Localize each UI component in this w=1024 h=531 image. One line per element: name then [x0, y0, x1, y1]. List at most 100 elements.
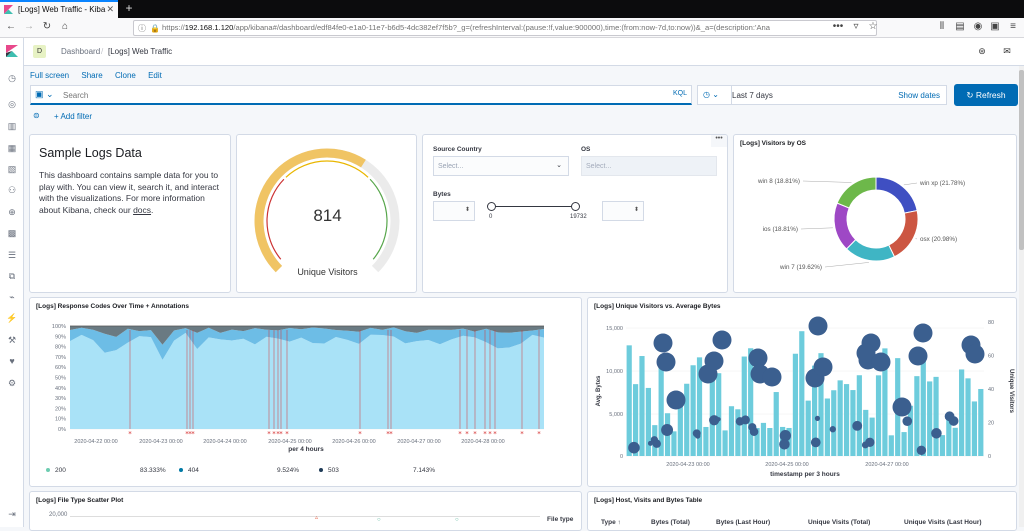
calendar-icon[interactable]: ◷ ⌄ — [703, 90, 719, 99]
space-avatar[interactable]: D — [33, 45, 46, 58]
y-tick-label: 30% — [55, 396, 66, 402]
uptime-icon[interactable]: ⌁ — [9, 292, 15, 302]
y-tick-label: 90% — [55, 334, 66, 340]
saved-query-icon[interactable]: ▣ ⌄ — [35, 89, 54, 99]
bar — [690, 365, 696, 456]
add-filter-link[interactable]: + Add filter — [54, 112, 93, 121]
bar — [914, 376, 920, 456]
share-link[interactable]: Share — [81, 71, 103, 80]
source-country-select[interactable]: Select... ⌄ — [433, 156, 569, 176]
edit-link[interactable]: Edit — [148, 71, 162, 80]
column-header-bytes-last-hour[interactable]: Bytes (Last Hour) — [716, 519, 771, 526]
collapse-nav-icon[interactable]: ⇥ — [8, 509, 16, 519]
close-tab-icon[interactable]: ✕ — [106, 4, 114, 14]
sidebar-icon[interactable]: ▤ — [955, 21, 965, 32]
forward-icon[interactable]: → — [24, 21, 34, 32]
gauge-value: 814 — [313, 206, 342, 225]
legend-label: 200 — [55, 467, 66, 474]
column-header-visits-last-hour[interactable]: Unique Visits (Last Hour) — [904, 519, 982, 526]
monitoring-icon[interactable]: ♥ — [9, 356, 15, 366]
gauge-panel: 814 Unique Visitors — [236, 134, 417, 293]
maps-icon[interactable]: ⊕ — [8, 207, 16, 217]
info-icon[interactable]: ⓘ — [138, 24, 146, 33]
source-country-label: Source Country — [433, 146, 482, 153]
new-tab-icon[interactable]: + — [125, 1, 133, 15]
management-icon[interactable]: ⚙ — [7, 378, 17, 388]
os-placeholder: Select... — [586, 163, 612, 170]
page-scrollbar[interactable] — [1019, 66, 1024, 527]
recently-viewed-icon[interactable]: ◷ — [8, 73, 16, 83]
pocket-icon[interactable]: ▿ — [853, 21, 859, 32]
siem-icon[interactable]: ⚡ — [6, 313, 18, 323]
x-axis-label: timestamp per 3 hours — [770, 471, 840, 478]
refresh-button[interactable]: ↻ Refresh — [954, 84, 1018, 106]
bookmark-star-icon[interactable]: ☆ — [868, 21, 878, 32]
y-tick-label: 50% — [55, 376, 66, 382]
dashboard-icon[interactable]: ▦ — [7, 143, 17, 153]
discover-icon[interactable]: ◎ — [8, 99, 16, 109]
input-controls-panel: ••• Source Country Select... ⌄ OS Select.… — [422, 134, 728, 293]
browser-tab-bar: [Logs] Web Traffic - Kiba ✕ + — [0, 0, 1024, 18]
back-icon[interactable]: ← — [6, 21, 16, 32]
scatter-point — [852, 420, 863, 431]
help-icon[interactable]: ⊛ — [978, 46, 986, 56]
infrastructure-icon[interactable]: ▩ — [7, 228, 17, 238]
column-header-bytes-total[interactable]: Bytes (Total) — [651, 519, 690, 526]
unique-vs-bytes-chart: 15,000 10,000 5,000 0 80 60 40 20 0 Avg. Bytes Uni… — [596, 316, 1014, 478]
page-scrollbar-thumb[interactable] — [1019, 70, 1024, 250]
account-icon[interactable]: ◉ — [973, 21, 983, 32]
dashboard-top-menu: Full screen Share Clone Edit — [30, 71, 172, 80]
show-dates-link[interactable]: Show dates — [898, 91, 940, 100]
y-left-tick-label: 15,000 — [606, 326, 623, 332]
logs-icon[interactable]: ☰ — [7, 250, 17, 260]
pie-slice-osx — [888, 209, 919, 258]
filter-options-icon[interactable]: ⊜ — [33, 111, 40, 120]
url-bar[interactable]: ⓘ 🔒 https://192.168.1.120/app/kibana#/da… — [133, 20, 877, 36]
full-screen-link[interactable]: Full screen — [30, 71, 70, 80]
date-range-label[interactable]: Last 7 days — [732, 91, 773, 100]
stepper-icon[interactable]: ⬍ — [464, 207, 470, 213]
ml-icon[interactable]: ⚇ — [7, 185, 17, 195]
annotation-marker: * — [537, 430, 541, 438]
bar — [971, 401, 978, 456]
y-right-tick-label: 0 — [988, 454, 991, 460]
mail-icon[interactable]: ✉ — [1003, 46, 1011, 56]
kql-toggle[interactable]: KQL — [672, 90, 687, 97]
search-input[interactable] — [63, 88, 663, 102]
annotation-marker: * — [191, 430, 195, 438]
browser-tab[interactable]: [Logs] Web Traffic - Kiba ✕ — [0, 0, 118, 18]
bytes-range-max-handle[interactable] — [571, 202, 580, 211]
page-actions-icon[interactable]: ••• — [832, 21, 844, 32]
breadcrumb-dashboard[interactable]: Dashboard — [61, 47, 101, 56]
stepper-icon[interactable]: ⬍ — [633, 207, 639, 213]
legend-title: File type — [547, 516, 574, 523]
bytes-max-input[interactable]: ⬍ — [602, 201, 644, 221]
os-select[interactable]: Select... — [581, 156, 717, 176]
x-tick-label: 2020-04-28 00:00 — [461, 439, 504, 445]
scatter-point — [908, 346, 928, 366]
insecure-lock-icon[interactable]: 🔒 — [150, 24, 160, 33]
bytes-range-track — [491, 206, 575, 207]
dev-tools-icon[interactable]: ⚒ — [7, 335, 17, 345]
panel-options-icon[interactable]: ••• — [711, 135, 727, 147]
apm-icon[interactable]: ⧉ — [8, 271, 16, 281]
annotation-marker: * — [358, 430, 362, 438]
kibana-logo-icon[interactable] — [6, 45, 18, 57]
visualize-icon[interactable]: ▥ — [7, 121, 17, 131]
pie-leader-line — [903, 182, 918, 186]
home-icon[interactable]: ⌂ — [61, 21, 69, 32]
reload-icon[interactable]: ↻ — [42, 21, 52, 32]
canvas-icon[interactable]: ▧ — [7, 164, 17, 174]
clone-link[interactable]: Clone — [114, 71, 136, 80]
container-icon[interactable]: ▣ — [990, 21, 1000, 32]
column-header-type[interactable]: Type ↑ — [601, 519, 621, 526]
bytes-range-min-handle[interactable] — [487, 202, 496, 211]
library-icon[interactable]: ⫴ — [939, 21, 945, 32]
menu-icon[interactable]: ≡ — [1010, 21, 1016, 32]
docs-link[interactable]: docs — [133, 204, 152, 215]
column-header-visits-total[interactable]: Unique Visits (Total) — [808, 519, 871, 526]
scatter-point — [704, 351, 724, 371]
scatter-point — [716, 417, 721, 422]
bar — [748, 348, 754, 456]
bytes-min-input[interactable]: ⬍ — [433, 201, 475, 221]
